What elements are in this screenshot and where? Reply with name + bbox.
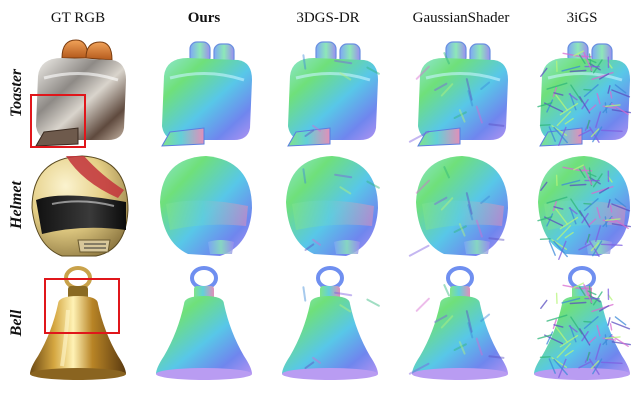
- image-helmet-3dgs-dr: [274, 142, 386, 264]
- image-toaster-3igs: [526, 28, 638, 150]
- image-toaster-gaussianshader: [404, 28, 516, 150]
- image-helmet-ours: [148, 142, 260, 264]
- column-header-gaussianshader: GaussianShader: [412, 10, 510, 26]
- image-bell-3igs: [526, 260, 638, 382]
- image-toaster-gt-rgb: [22, 28, 134, 150]
- image-bell-ours: [148, 260, 260, 382]
- highlight-box-bell: [44, 278, 120, 334]
- highlight-box-toaster: [30, 94, 86, 148]
- column-header-ours: Ours: [187, 10, 221, 26]
- image-toaster-ours: [148, 28, 260, 150]
- column-header-3dgs-dr: 3DGS-DR: [296, 10, 360, 26]
- column-header-3igs: 3iGS: [566, 10, 598, 26]
- column-header-gt-rgb: GT RGB: [50, 10, 106, 26]
- image-bell-gaussianshader: [404, 260, 516, 382]
- image-toaster-3dgs-dr: [274, 28, 386, 150]
- image-helmet-gt-rgb: [22, 142, 134, 264]
- image-helmet-3igs: [526, 142, 638, 264]
- image-helmet-gaussianshader: [404, 142, 516, 264]
- image-bell-3dgs-dr: [274, 260, 386, 382]
